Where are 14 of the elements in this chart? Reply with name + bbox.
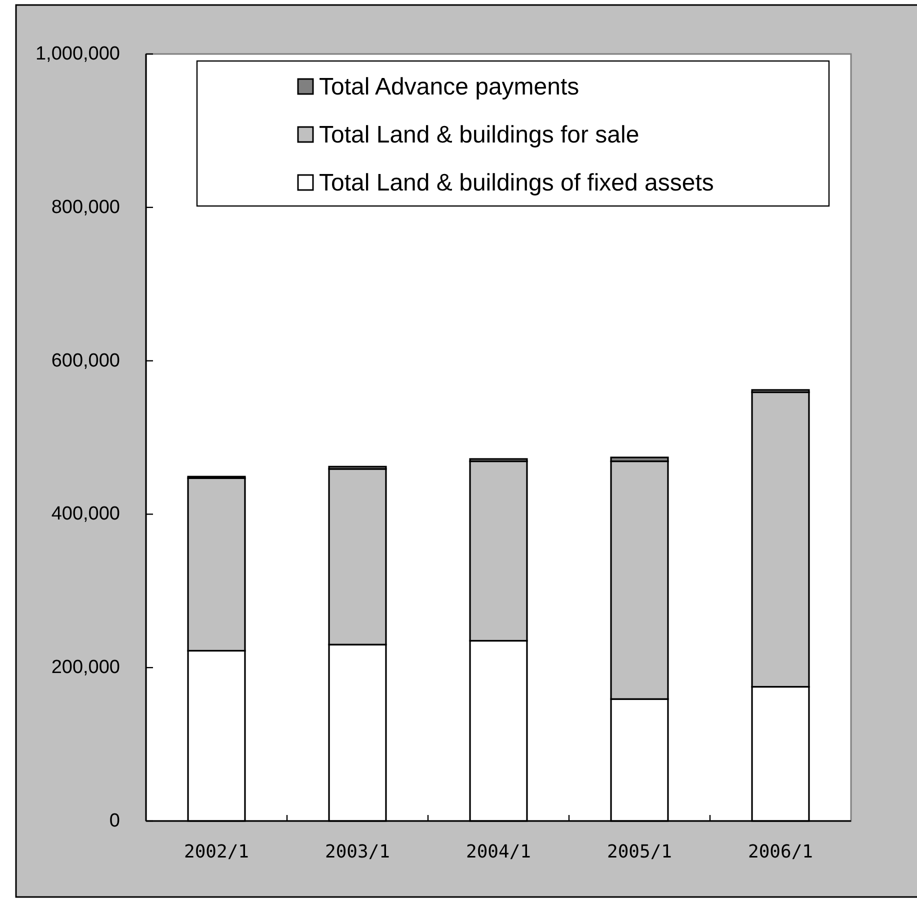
x-tick-label: 2005/1 [606,842,672,862]
y-tick-label: 1,000,000 [35,44,120,64]
y-tick-label: 200,000 [51,657,120,678]
legend-label: Total Land & buildings for sale [319,122,640,148]
x-tick-label: 2004/1 [466,842,532,862]
legend-label: Total Advance payments [319,74,580,100]
legend-label: Total Land & buildings of fixed assets [319,170,714,196]
y-tick-label: 0 [109,810,120,832]
y-tick-label: 400,000 [51,504,120,525]
x-tick-label: 2003/1 [324,842,390,862]
y-tick-label: 600,000 [51,350,120,372]
x-tick-label: 2002/1 [184,842,250,862]
y-tick-label: 800,000 [51,196,120,218]
x-tick-label: 2006/1 [748,842,814,862]
